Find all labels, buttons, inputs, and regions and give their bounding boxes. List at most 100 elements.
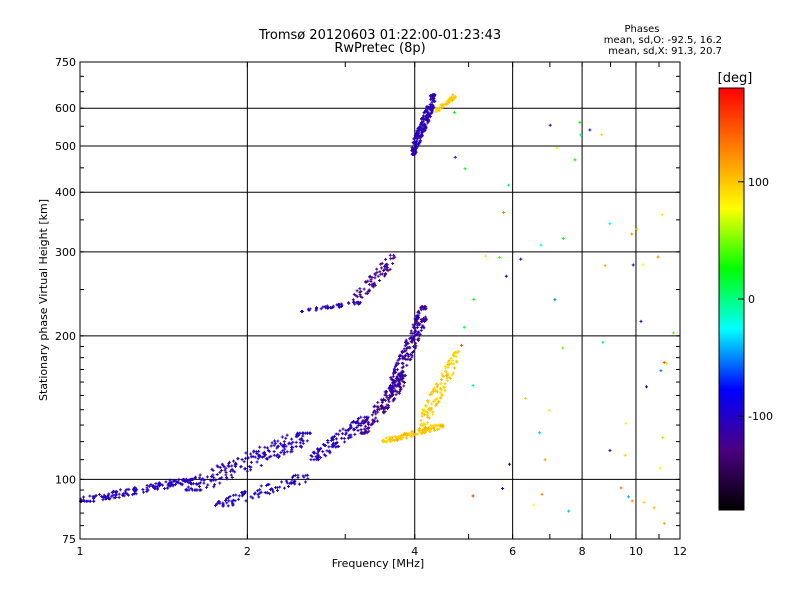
data-point xyxy=(218,477,222,481)
data-point xyxy=(440,372,444,376)
data-point xyxy=(430,402,434,406)
data-point xyxy=(393,365,397,369)
data-point xyxy=(419,328,423,332)
data-point xyxy=(350,421,354,425)
data-point xyxy=(255,451,259,455)
data-point xyxy=(287,442,291,446)
data-point xyxy=(425,427,429,431)
data-point xyxy=(380,404,384,408)
data-point xyxy=(303,480,307,484)
data-point xyxy=(414,329,418,333)
data-point xyxy=(171,483,175,487)
data-point xyxy=(215,502,219,506)
data-point xyxy=(298,431,302,435)
data-point xyxy=(508,462,512,466)
data-point xyxy=(314,455,318,459)
data-point xyxy=(398,381,402,385)
data-point xyxy=(231,502,235,506)
data-point xyxy=(312,458,316,462)
data-point xyxy=(639,319,643,323)
data-point xyxy=(420,126,424,130)
data-point xyxy=(293,479,297,483)
data-point xyxy=(375,419,379,423)
data-point xyxy=(294,440,298,444)
data-point xyxy=(329,439,333,443)
data-point xyxy=(400,378,404,382)
data-point xyxy=(212,485,216,489)
data-point xyxy=(355,295,359,299)
data-point xyxy=(299,437,303,441)
data-point xyxy=(273,439,277,443)
data-point xyxy=(145,486,149,490)
data-point xyxy=(430,97,434,101)
data-point xyxy=(404,436,408,440)
data-point xyxy=(298,482,302,486)
data-point xyxy=(440,393,444,397)
data-point xyxy=(561,346,565,350)
data-point xyxy=(415,314,419,318)
data-point xyxy=(415,323,419,327)
data-point xyxy=(92,496,96,500)
data-point xyxy=(430,392,434,396)
data-point xyxy=(355,300,359,304)
data-point xyxy=(156,484,160,488)
data-point xyxy=(268,492,272,496)
data-point xyxy=(400,349,404,353)
data-point xyxy=(356,417,360,421)
data-point xyxy=(553,298,557,302)
data-point xyxy=(423,426,427,430)
data-point xyxy=(423,117,427,121)
data-point xyxy=(331,304,335,308)
data-point xyxy=(383,406,387,410)
data-point xyxy=(368,274,372,278)
data-point xyxy=(386,398,390,402)
data-point xyxy=(426,400,430,404)
data-point xyxy=(401,373,405,377)
data-point xyxy=(384,272,388,276)
data-point xyxy=(455,351,459,355)
data-point xyxy=(555,146,559,150)
data-point xyxy=(336,432,340,436)
data-point xyxy=(211,473,215,477)
data-point xyxy=(385,268,389,272)
data-point xyxy=(656,255,660,259)
data-point xyxy=(226,464,230,468)
data-point xyxy=(249,495,253,499)
data-point xyxy=(388,253,392,257)
data-point xyxy=(346,428,350,432)
data-point xyxy=(608,222,612,226)
data-point xyxy=(423,430,427,434)
data-point xyxy=(404,338,408,342)
data-point xyxy=(337,305,341,309)
data-point xyxy=(330,445,334,449)
data-point xyxy=(164,480,168,484)
data-point xyxy=(379,272,383,276)
data-point xyxy=(401,370,405,374)
data-point xyxy=(446,101,450,105)
data-point xyxy=(435,109,439,113)
data-point xyxy=(229,469,233,473)
data-point xyxy=(405,341,409,345)
data-point xyxy=(334,445,338,449)
data-point xyxy=(421,325,425,329)
data-point xyxy=(316,453,320,457)
data-point xyxy=(131,493,135,497)
data-point xyxy=(416,315,420,319)
data-point xyxy=(416,330,420,334)
data-point xyxy=(177,478,181,482)
data-point xyxy=(450,359,454,363)
data-point xyxy=(279,451,283,455)
data-point xyxy=(278,442,282,446)
data-point xyxy=(623,453,627,457)
data-point xyxy=(267,449,271,453)
data-point xyxy=(118,488,122,492)
data-point xyxy=(323,444,327,448)
data-point xyxy=(631,263,635,267)
data-point xyxy=(431,389,435,393)
data-point xyxy=(383,390,387,394)
data-point xyxy=(272,453,276,457)
data-point xyxy=(231,498,235,502)
data-point xyxy=(506,183,510,187)
data-point xyxy=(256,489,260,493)
data-point xyxy=(437,106,441,110)
